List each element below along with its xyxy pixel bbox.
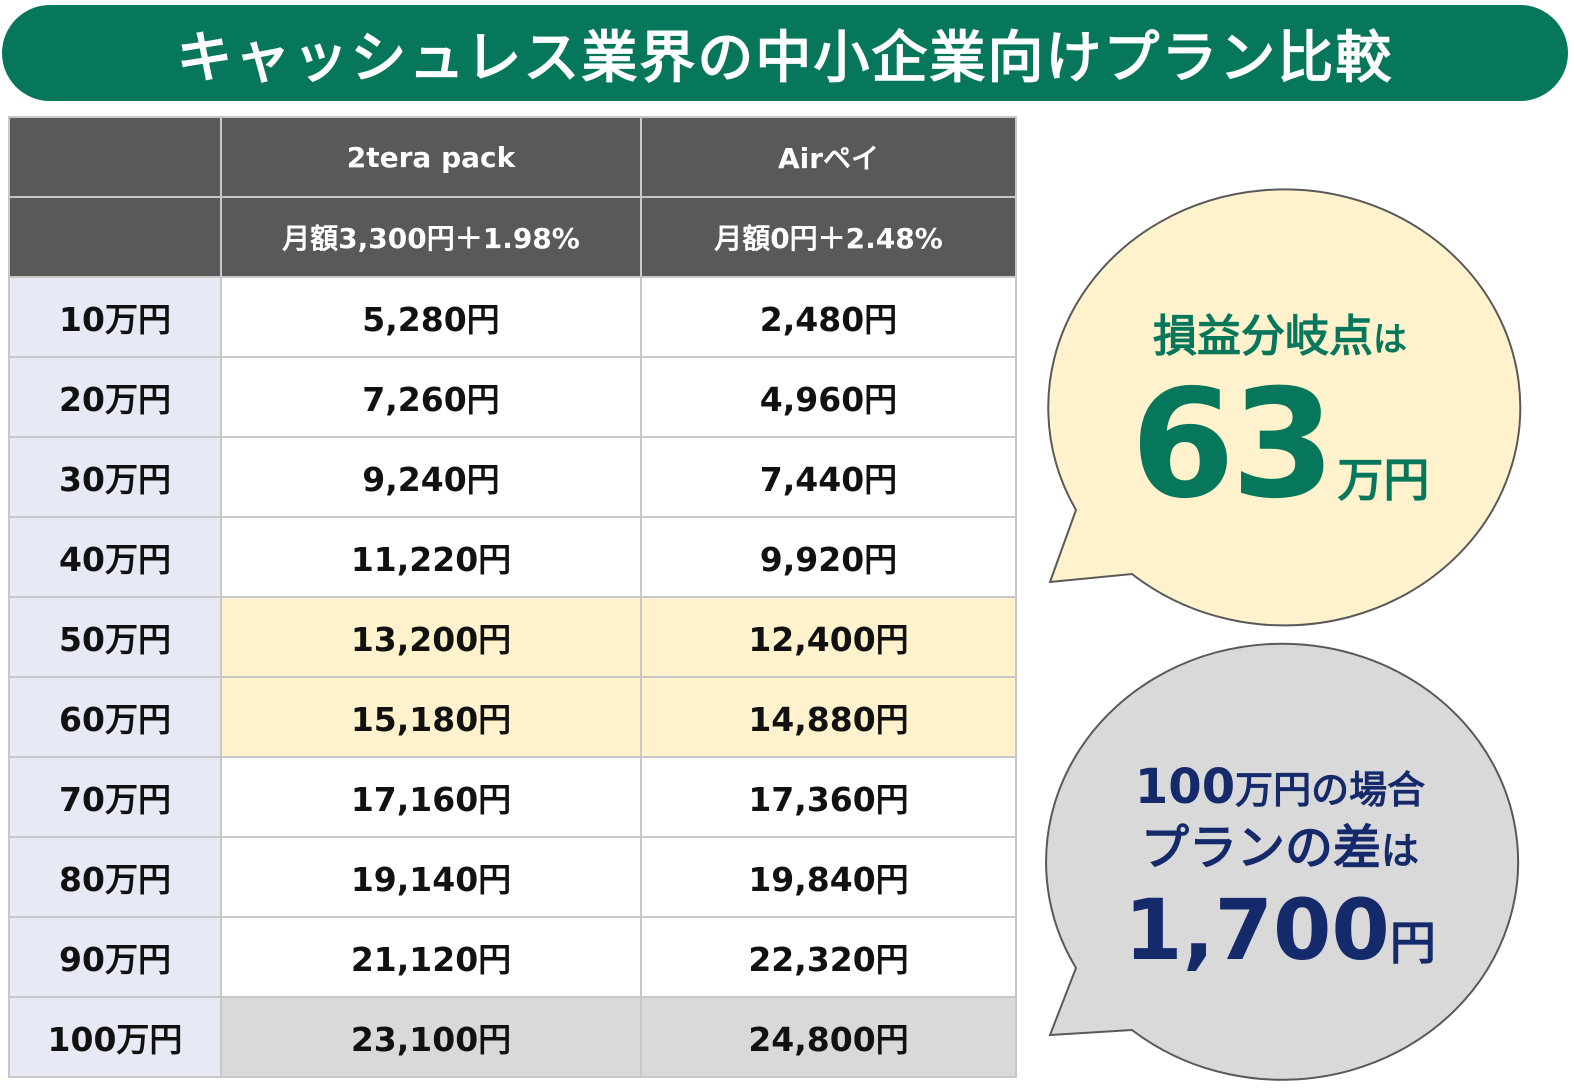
fee-corner bbox=[8, 196, 222, 278]
cell-2tera: 7,260円 bbox=[220, 356, 642, 438]
breakeven-unit: 万円 bbox=[1337, 453, 1430, 507]
cell-2tera: 11,220円 bbox=[220, 516, 642, 598]
cell-airpay: 19,840円 bbox=[640, 836, 1017, 918]
cell-2tera: 17,160円 bbox=[220, 756, 642, 838]
cell-airpay: 9,920円 bbox=[640, 516, 1017, 598]
cell-2tera: 13,200円 bbox=[220, 596, 642, 678]
table-row: 10万円 5,280円 2,480円 bbox=[8, 276, 1017, 358]
breakeven-label-suffix: は bbox=[1373, 320, 1407, 360]
row-label: 60万円 bbox=[8, 676, 222, 758]
table-row: 20万円 7,260円 4,960円 bbox=[8, 356, 1017, 438]
difference-callout: 100万円の場合 プランの差は 1,700 円 bbox=[1080, 758, 1480, 978]
row-label: 100万円 bbox=[8, 996, 222, 1078]
title-bar: キャッシュレス業界の中小企業向けプラン比較 bbox=[2, 5, 1568, 101]
table-row: 100万円 23,100円 24,800円 bbox=[8, 996, 1017, 1078]
difference-label-suffix: は bbox=[1381, 829, 1420, 873]
row-label: 40万円 bbox=[8, 516, 222, 598]
cell-2tera: 5,280円 bbox=[220, 276, 642, 358]
table-row: 70万円 17,160円 17,360円 bbox=[8, 756, 1017, 838]
page-title: キャッシュレス業界の中小企業向けプラン比較 bbox=[176, 25, 1394, 91]
row-label: 20万円 bbox=[8, 356, 222, 438]
row-label: 70万円 bbox=[8, 756, 222, 838]
table-row: 40万円 11,220円 9,920円 bbox=[8, 516, 1017, 598]
header-plan-airpay: Airペイ bbox=[640, 116, 1017, 198]
cell-airpay: 22,320円 bbox=[640, 916, 1017, 998]
cell-airpay: 7,440円 bbox=[640, 436, 1017, 518]
breakeven-callout: 損益分岐点は 63 万円 bbox=[1080, 300, 1480, 520]
comparison-table: 2tera pack Airペイ 月額3,300円＋1.98% 月額0円＋2.4… bbox=[8, 116, 1017, 1078]
cell-2tera: 15,180円 bbox=[220, 676, 642, 758]
fee-airpay: 月額0円＋2.48% bbox=[640, 196, 1017, 278]
row-label: 80万円 bbox=[8, 836, 222, 918]
breakeven-label: 損益分岐点 bbox=[1153, 311, 1373, 362]
cell-airpay: 12,400円 bbox=[640, 596, 1017, 678]
cell-2tera: 21,120円 bbox=[220, 916, 642, 998]
header-plan-2tera: 2tera pack bbox=[220, 116, 642, 198]
cell-airpay: 24,800円 bbox=[640, 996, 1017, 1078]
cell-2tera: 19,140円 bbox=[220, 836, 642, 918]
header-corner bbox=[8, 116, 222, 198]
cell-airpay: 14,880円 bbox=[640, 676, 1017, 758]
row-label: 10万円 bbox=[8, 276, 222, 358]
difference-amount-num: 100 bbox=[1134, 759, 1236, 815]
breakeven-value: 63 bbox=[1130, 358, 1336, 532]
difference-label: プランの差 bbox=[1140, 820, 1381, 876]
difference-amount-rest: 万円の場合 bbox=[1235, 768, 1426, 812]
row-label: 30万円 bbox=[8, 436, 222, 518]
cell-airpay: 2,480円 bbox=[640, 276, 1017, 358]
cell-airpay: 4,960円 bbox=[640, 356, 1017, 438]
table-row: 60万円 15,180円 14,880円 bbox=[8, 676, 1017, 758]
cell-2tera: 23,100円 bbox=[220, 996, 642, 1078]
table-row: 80万円 19,140円 19,840円 bbox=[8, 836, 1017, 918]
difference-value: 1,700 bbox=[1124, 881, 1390, 979]
cell-airpay: 17,360円 bbox=[640, 756, 1017, 838]
row-label: 90万円 bbox=[8, 916, 222, 998]
table-row: 90万円 21,120円 22,320円 bbox=[8, 916, 1017, 998]
difference-unit: 円 bbox=[1389, 916, 1436, 970]
fee-2tera: 月額3,300円＋1.98% bbox=[220, 196, 642, 278]
row-label: 50万円 bbox=[8, 596, 222, 678]
table-row: 50万円 13,200円 12,400円 bbox=[8, 596, 1017, 678]
table-row: 30万円 9,240円 7,440円 bbox=[8, 436, 1017, 518]
cell-2tera: 9,240円 bbox=[220, 436, 642, 518]
